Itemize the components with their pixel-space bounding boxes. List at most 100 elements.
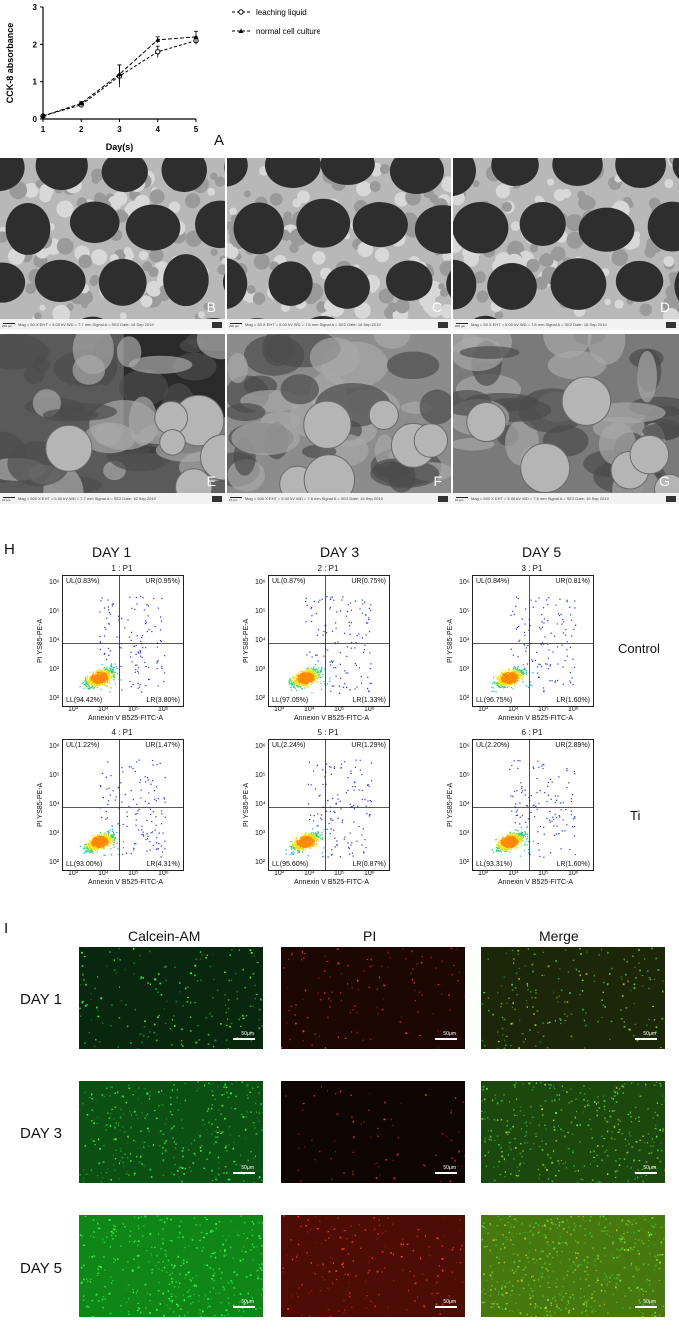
event-dot (304, 684, 306, 687)
event-dot (94, 840, 96, 842)
event-dot (96, 673, 98, 676)
event-dot (320, 670, 322, 673)
event-dot (103, 675, 105, 677)
event-dot (97, 835, 100, 838)
event-dot (543, 690, 545, 692)
event-dot (119, 646, 121, 649)
event-dot (111, 666, 113, 668)
event-dot (311, 692, 313, 694)
event-dot (99, 670, 101, 672)
event-dot (107, 800, 110, 802)
event-dot (104, 839, 106, 841)
surface-feature (128, 396, 158, 446)
sem-panel-e: Mag = 500 X EHT = 5.00 kV WD = 7.7 mm Si… (0, 334, 225, 504)
event-dot (296, 839, 298, 841)
event-dot (92, 847, 94, 850)
event-dot (108, 670, 111, 672)
event-dot (115, 666, 117, 668)
event-dot (83, 687, 85, 689)
event-dot (87, 681, 89, 683)
event-dot (113, 837, 116, 839)
quadrant-ll-label: LL(93.00%) (66, 861, 103, 868)
event-dot (97, 668, 99, 670)
event-dot (303, 849, 305, 852)
event-dot (106, 679, 108, 681)
event-dot (508, 672, 510, 674)
event-dot (300, 679, 302, 681)
event-dot (91, 683, 93, 685)
event-dot (331, 685, 333, 687)
particle (553, 189, 566, 202)
event-dot (502, 669, 504, 671)
event-dot (516, 673, 518, 676)
particle (119, 312, 127, 319)
pore (310, 315, 336, 319)
flow-plot-area: UL(0.87%) UR(0.75%) LL(97.05%) LR(1.33%) (268, 575, 390, 707)
event-dot (507, 675, 509, 677)
event-dot (115, 837, 117, 839)
event-dot (160, 616, 162, 618)
event-dot (496, 677, 498, 679)
event-dot (133, 849, 135, 851)
event-dot (134, 608, 136, 611)
event-dot (310, 833, 312, 835)
event-dot (311, 847, 313, 849)
event-dot (511, 680, 513, 683)
particle (269, 192, 283, 206)
event-dot (311, 670, 313, 672)
surface-feature (419, 389, 451, 425)
sphere (413, 423, 449, 458)
event-dot (143, 609, 145, 611)
event-dot (517, 676, 519, 678)
event-dot (92, 836, 94, 838)
event-dot (297, 672, 299, 674)
surface-feature (128, 355, 193, 374)
event-dot (288, 681, 290, 683)
data-point (78, 100, 84, 106)
pore (227, 158, 248, 187)
event-dot (88, 847, 90, 849)
event-dot (519, 671, 521, 673)
event-dot (104, 674, 106, 676)
event-dot (543, 691, 545, 693)
event-dot (311, 679, 314, 681)
event-dot (129, 680, 131, 683)
event-dot (108, 840, 110, 842)
event-dot (317, 676, 319, 678)
event-dot (308, 845, 310, 847)
event-dot (507, 679, 509, 681)
event-dot (506, 686, 509, 688)
event-dot (108, 609, 110, 611)
event-dot (312, 673, 314, 675)
flow-scatter (473, 576, 593, 706)
event-dot (505, 684, 508, 686)
event-dot (512, 669, 515, 671)
event-dot (104, 680, 107, 682)
event-dot (491, 690, 493, 692)
event-dot (140, 779, 142, 781)
surface-feature (547, 350, 607, 380)
event-dot (107, 671, 109, 673)
event-dot (312, 680, 314, 682)
sphere (159, 429, 186, 456)
event-dot (543, 607, 545, 609)
event-dot (105, 678, 108, 681)
event-dot (109, 835, 112, 837)
event-dot (150, 783, 152, 785)
event-dot (109, 829, 111, 831)
event-dot (511, 678, 513, 680)
event-dot (311, 678, 313, 680)
event-dot (503, 676, 505, 678)
event-dot (513, 679, 515, 681)
event-dot (508, 685, 511, 687)
event-dot (495, 684, 497, 686)
scale-bar-label: 10 µm (229, 498, 238, 502)
event-dot (94, 687, 96, 689)
event-dot (100, 678, 102, 680)
event-dot (109, 691, 111, 693)
sphere (303, 400, 352, 449)
event-dot (106, 839, 108, 841)
event-dot (144, 623, 147, 625)
event-dot (295, 676, 297, 678)
event-dot (534, 659, 536, 662)
